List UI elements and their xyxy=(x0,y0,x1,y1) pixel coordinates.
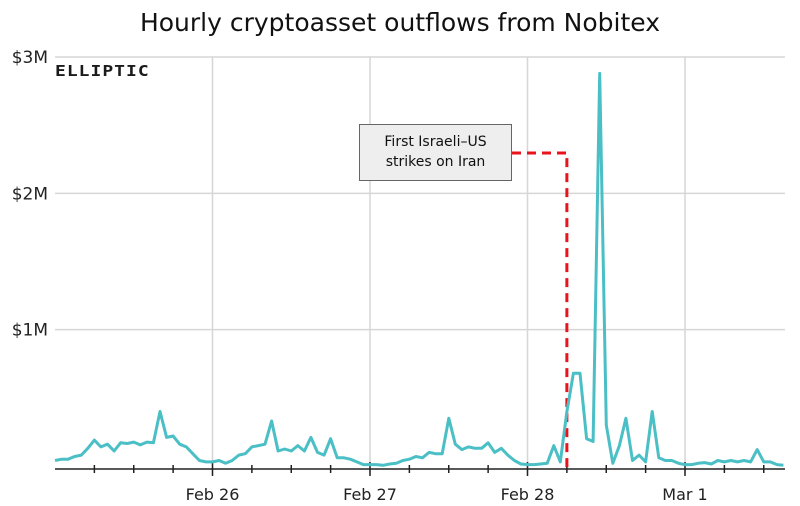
y-tick-label: $2M xyxy=(12,184,48,204)
y-tick-label: $1M xyxy=(12,321,48,341)
y-tick-label: $3M xyxy=(12,48,48,68)
chart-title: Hourly cryptoasset outflows from Nobitex xyxy=(139,8,661,37)
x-tick-label: Feb 28 xyxy=(501,485,555,504)
elliptic-logo: ELLIPTIC xyxy=(55,62,150,81)
x-tick-label: Mar 1 xyxy=(662,485,707,504)
x-tick-label: Feb 26 xyxy=(186,485,240,504)
annotation-line-1: First Israeli–US xyxy=(384,134,487,150)
outflow-series-line xyxy=(54,71,784,467)
annotation-leader-line xyxy=(512,151,569,470)
x-tick-label: Feb 27 xyxy=(343,485,397,504)
annotation-line-2: strikes on Iran xyxy=(385,154,486,170)
strike-annotation: First Israeli–US strikes on Iran xyxy=(359,124,512,181)
